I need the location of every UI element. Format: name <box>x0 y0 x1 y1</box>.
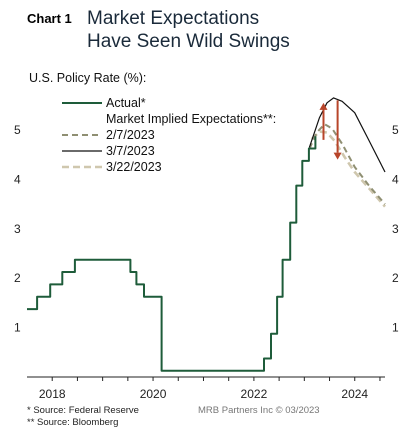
y-tick-label-left: 1 <box>14 321 21 335</box>
legend-label-mar22: 3/22/2023 <box>106 160 162 174</box>
arrow-down-annotation <box>333 100 342 160</box>
legend-header-expectations: Market Implied Expectations**: <box>106 112 276 126</box>
footnote-bloomberg: ** Source: Bloomberg <box>27 417 118 428</box>
y-tick-label-right: 4 <box>392 172 399 186</box>
chart-number: Chart 1 <box>27 11 72 26</box>
footnote-federal-reserve: * Source: Federal Reserve <box>27 405 139 416</box>
y-tick-label-right: 5 <box>392 123 399 137</box>
y-tick-label-right: 3 <box>392 222 399 236</box>
x-tick-label: 2018 <box>39 387 66 401</box>
series-layer <box>27 97 386 372</box>
y-tick-label-left: 4 <box>14 172 21 186</box>
legend-label-feb: 2/7/2023 <box>106 128 155 142</box>
arrow-head <box>319 102 328 110</box>
y-tick-label-right: 1 <box>392 321 399 335</box>
x-tick-label: 2022 <box>241 387 268 401</box>
chart-title-line-1: Market Expectations <box>87 8 259 29</box>
x-tick-label: 2020 <box>140 387 167 401</box>
x-tick-labels: 2018 2020 2022 2024 <box>39 387 369 401</box>
series-mar7-expectations-line <box>308 97 386 173</box>
y-axis-label: U.S. Policy Rate (%): <box>29 71 146 85</box>
y-tick-label-right: 2 <box>392 271 399 285</box>
arrow-head <box>333 152 342 160</box>
y-tick-label-left: 2 <box>14 271 21 285</box>
y-tick-labels-right: 1 2 3 4 5 <box>392 123 399 335</box>
series-feb-expectations-line <box>308 123 386 205</box>
x-tick-label: 2024 <box>341 387 368 401</box>
legend-label-actual: Actual* <box>106 96 146 110</box>
y-tick-label-left: 3 <box>14 222 21 236</box>
y-tick-label-left: 5 <box>14 123 21 137</box>
series-mar22-expectations-line <box>310 130 386 208</box>
series-actual-line <box>27 136 317 372</box>
arrow-up-annotation <box>319 102 328 140</box>
legend: Actual* Market Implied Expectations**: 2… <box>62 96 276 174</box>
chart-title-line-2: Have Seen Wild Swings <box>87 31 290 52</box>
arrow-layer <box>319 100 342 160</box>
x-tick-marks <box>51 377 381 381</box>
legend-label-mar7: 3/7/2023 <box>106 144 155 158</box>
credit-line: MRB Partners Inc © 03/2023 <box>198 405 320 416</box>
y-tick-labels-left: 1 2 3 4 5 <box>14 123 21 335</box>
